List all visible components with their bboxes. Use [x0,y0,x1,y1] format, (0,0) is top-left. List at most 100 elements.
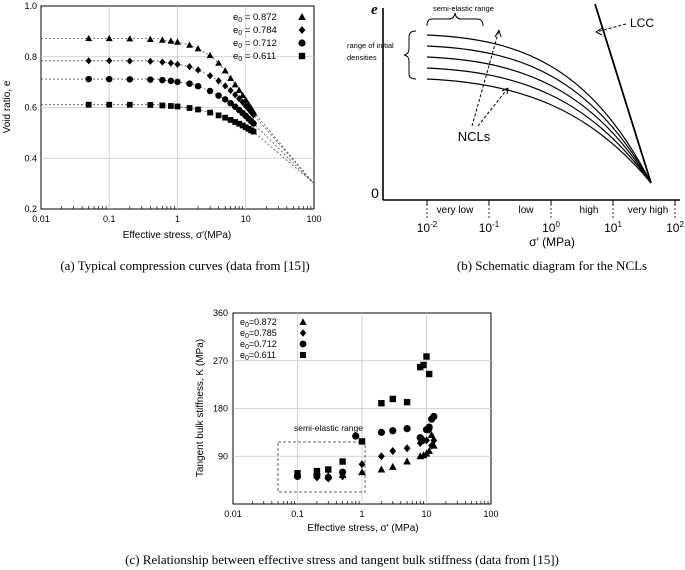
panel-a-point-diamond [236,95,243,103]
panel-a-point-square [222,114,229,121]
panel-a-point-diamond [239,98,246,106]
panel-c-legend-label: e0=0.785 [240,328,277,340]
panel-c-point-square [425,370,433,378]
panel-c-point-circle [416,434,424,442]
panel-a-point-circle [186,80,193,87]
panel-c-point-square [325,466,332,473]
panel-c-point-triangle [425,446,433,454]
panel-b-lcc-label: LCC [630,16,654,30]
panel-c-point-diamond [430,436,438,445]
panel-c-point-square [403,398,411,406]
panel-a-point-square [195,106,201,113]
panel-c-x-axis-label: Effective stress, σ′ (MPa) [307,523,418,534]
panel-a-x-tick-label: 0.1 [103,214,116,224]
panel-b-lcc-arrow [595,23,627,33]
panel-b-x-axis-label: σ′ (MPa) [529,235,575,249]
panel-c-point-circle [403,425,411,433]
panel-c-point-circle [430,412,438,421]
panel-c-semi-elastic-label: semi-elastic range [294,423,363,433]
panel-c-point-square [423,353,430,360]
panel-b-x-tick-label: 10-1 [479,220,500,235]
panel-a-point-square [168,103,174,109]
panel-c-point-triangle [358,468,366,476]
panel-b-range-label: high [580,205,599,216]
panel-b-ncl-arrowheads [494,29,509,95]
panel-a-point-diamond [207,72,214,80]
panel-a-point-triangle [231,81,239,88]
panel-a-point-triangle [167,37,175,44]
panel-b-ncl-curve [426,67,652,184]
panel-a-point-diamond [232,91,239,99]
panel-c-y-tick-label: 360 [213,308,228,318]
panel-a-point-diamond [186,63,193,71]
panel-b-density-label-line1: range of initial [347,41,394,50]
panel-a-point-diamond [147,57,154,65]
panel-c-point-square [389,395,396,403]
panel-a-point-triangle [126,35,134,42]
panel-a-point-triangle [221,67,229,74]
panel-b-ncl-curve [426,34,652,184]
panel-a-point-circle [159,76,166,84]
panel-c-point-diamond [339,472,346,481]
panel-a-y-tick-label: 0.4 [24,153,37,163]
panel-a-legend-label: e0 = 0.784 [233,25,277,37]
panel-c-point-diamond [378,452,385,461]
panel-a-x-tick-label: 100 [306,214,321,224]
panel-c-x-tick-label: 1 [359,509,364,519]
panel-c-y-tick-label: 90 [218,451,228,461]
panel-c-point-square [358,438,366,445]
panel-a-point-circle [221,96,229,103]
panel-c-caption: (c) Relationship between effective stres… [125,552,559,567]
panel-b-stress-ranges: very low low high very high [437,205,669,216]
panel-a-point-square [239,122,246,129]
panel-a-point-triangle [194,45,202,52]
panel-a-ticks: 0.01 0.1 1 10 100 0.2 0.4 0.6 0.8 1.0 [24,1,321,224]
panel-a-point-diamond [167,59,174,67]
panel-c-x-tick-label: 0.1 [291,509,304,519]
panel-a-point-square [215,112,222,119]
panel-a-point-circle [206,87,214,95]
panel-b-ncl-curve [426,78,652,184]
panel-c-y-tick-label: 180 [213,404,228,414]
panel-b: e 0 10-2 10-1 100 101 102 very low low high ver… [347,2,684,273]
panel-a-point-triangle [206,51,214,59]
panel-b-lcc-line [594,3,652,184]
panel-a-point-square [174,103,181,110]
panel-a-y-tick-label: 1.0 [24,1,37,11]
panel-c-legend-marker-square [299,351,307,359]
panel-c-legend-label: e0=0.712 [240,339,277,351]
panel-b-density-brace [403,30,417,80]
panel-a-point-circle [194,82,202,90]
panel-b-ticks: 10-2 10-1 100 101 102 [417,200,684,235]
panel-b-semi-elastic-label: semi-elastic range [433,4,494,13]
panel-c-point-triangle [403,457,411,465]
panel-a-point-triangle [105,34,113,42]
panel-c-gridlines [233,313,491,504]
panel-a-point-square [147,102,154,108]
panel-c-legend-marker-circle [299,340,307,348]
panel-c-point-square [378,399,385,407]
panel-a-point-triangle [215,59,223,66]
panel-a-legend-marker-diamond [298,26,306,34]
panel-b-ncl-curves [426,34,652,184]
panel-b-x-tick-label: 10-2 [417,220,438,235]
panel-a-point-circle [147,76,154,83]
panel-a-point-circle [174,78,181,86]
panel-c-point-triangle [377,465,386,473]
panel-b-range-label: very high [628,205,669,216]
panel-c-y-tick-label: 270 [213,356,228,366]
panel-a-y-tick-label: 0.6 [24,103,37,113]
panel-a-point-diamond [215,77,222,85]
panel-b-ncl-label: NCLs [458,129,491,144]
panel-c-point-square [417,363,424,371]
panel-c-point-square [339,458,346,465]
panel-a-point-circle [250,120,257,127]
panel-a-point-square [232,119,239,125]
panel-b-density-label: range of initial densities [347,41,394,62]
panel-a-legend-marker-circle [298,39,306,47]
panel-c-x-tick-label: 10 [421,509,431,519]
panel-a-point-square [207,109,213,116]
